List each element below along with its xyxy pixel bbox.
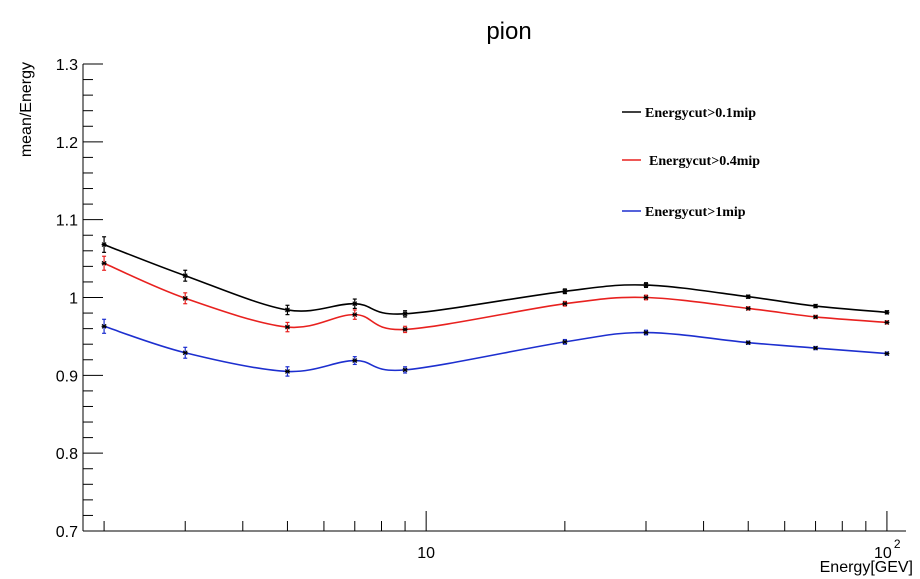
marker-stroke — [402, 326, 408, 332]
y-tick-label: 0.8 — [56, 446, 78, 463]
y-tick-label: 0.7 — [56, 524, 78, 541]
marker-stroke — [182, 350, 188, 356]
data-point — [284, 304, 290, 316]
marker-stroke — [285, 307, 290, 313]
legend-label: Energycut>0.4mip — [649, 154, 760, 169]
marker-stroke — [402, 367, 408, 373]
marker-stroke — [745, 340, 751, 346]
data-point — [643, 294, 649, 301]
y-tick-label: 1.2 — [56, 135, 78, 152]
data-point — [352, 298, 358, 309]
y-tick-label: 1 — [69, 291, 78, 308]
y-tick-label: 0.9 — [56, 368, 78, 385]
marker-stroke — [562, 339, 568, 345]
data-point — [182, 292, 188, 305]
marker-stroke — [352, 312, 358, 318]
data-point — [813, 303, 819, 309]
data-point — [182, 269, 188, 282]
x-tick-exponent: 2 — [894, 537, 901, 551]
data-point — [643, 282, 649, 288]
data-point — [884, 309, 890, 315]
marker-stroke — [352, 358, 358, 363]
marker-stroke — [643, 282, 649, 288]
marker-stroke — [745, 305, 751, 311]
marker-stroke — [884, 351, 890, 356]
marker-stroke — [745, 294, 751, 300]
data-point — [562, 288, 568, 295]
marker-stroke — [562, 288, 568, 294]
x-tick-label: 10 — [417, 545, 435, 562]
legend-label: Energycut>1mip — [645, 205, 746, 220]
data-point — [884, 319, 890, 325]
data-point — [813, 314, 819, 320]
legend: Energycut>0.1mip Energycut>0.4mip Energycu… — [622, 106, 760, 220]
data-point — [101, 236, 107, 253]
data-point — [884, 351, 890, 356]
series-line-2 — [103, 262, 887, 331]
series-line-3 — [103, 325, 887, 373]
data-point — [402, 310, 408, 318]
y-tick-label: 1.3 — [56, 57, 78, 74]
marker-stroke — [884, 309, 890, 315]
data-point — [562, 338, 568, 345]
marker-stroke — [813, 314, 818, 320]
y-tick-label: 1.1 — [56, 213, 78, 230]
marker-stroke — [285, 324, 290, 330]
data-point — [182, 346, 188, 359]
data-point — [745, 294, 751, 300]
data-point — [745, 305, 751, 311]
marker-stroke — [101, 260, 107, 266]
data-point — [643, 329, 649, 336]
chart-title: pion — [486, 18, 531, 45]
marker-stroke — [813, 303, 818, 309]
data-point — [402, 325, 408, 334]
marker-stroke — [101, 323, 107, 329]
data-point — [813, 345, 819, 351]
data-point — [352, 356, 358, 366]
data-point — [284, 366, 290, 377]
marker-stroke — [182, 295, 188, 301]
marker-stroke — [352, 301, 358, 307]
marker-stroke — [562, 301, 568, 307]
marker-stroke — [884, 319, 890, 325]
marker-stroke — [182, 273, 188, 279]
marker-stroke — [101, 242, 107, 247]
series-points — [101, 236, 890, 377]
data-point — [402, 366, 408, 374]
marker-stroke — [402, 311, 408, 317]
data-point — [562, 300, 568, 307]
data-point — [101, 318, 107, 334]
plot-axes: 0.70.80.911.11.21.310 102 — [56, 57, 906, 562]
data-point — [284, 321, 290, 333]
data-point — [352, 309, 358, 320]
data-point — [101, 255, 107, 271]
x-axis-label: Energy[GEV] — [820, 559, 913, 576]
marker-stroke — [813, 345, 818, 351]
legend-label: Energycut>0.1mip — [645, 106, 756, 121]
x-tick-label: 10 — [874, 545, 892, 562]
y-axis-label: mean/Energy — [18, 62, 35, 157]
marker-stroke — [643, 330, 649, 335]
series-line-1 — [103, 243, 887, 315]
data-point — [745, 340, 751, 346]
marker-stroke — [285, 369, 290, 374]
series-curves — [103, 243, 887, 373]
marker-stroke — [643, 295, 649, 300]
